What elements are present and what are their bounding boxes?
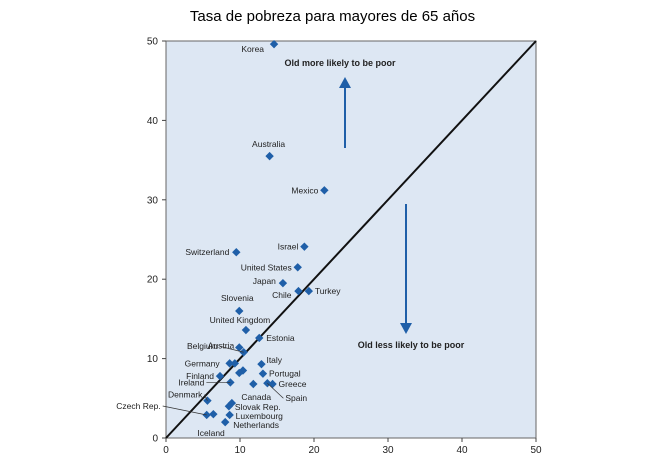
label-australia: Australia bbox=[252, 139, 285, 149]
label-switzerland: Switzerland bbox=[185, 247, 229, 257]
x-tick-label: 0 bbox=[163, 445, 169, 456]
annotation-old-less-likely: Old less likely to be poor bbox=[358, 340, 465, 350]
point-italy bbox=[257, 359, 266, 369]
point-mexico bbox=[320, 186, 329, 195]
point-united-kingdom bbox=[241, 325, 251, 335]
label-turkey: Turkey bbox=[315, 286, 341, 296]
point-netherlands bbox=[221, 417, 230, 427]
label-italy: Italy bbox=[266, 355, 282, 365]
data-points: Korea Australia Mexico Israel Switzerland Uni… bbox=[116, 39, 341, 438]
point-luxembourg bbox=[225, 410, 234, 420]
y-tick-label: 10 bbox=[147, 354, 159, 365]
point-korea bbox=[269, 39, 279, 49]
arrow-down-icon bbox=[400, 323, 412, 334]
label-united-kingdom: United Kingdom bbox=[210, 315, 270, 325]
point-turkey bbox=[304, 286, 314, 296]
y-tick-label: 20 bbox=[147, 275, 159, 286]
x-tick-label: 50 bbox=[530, 445, 542, 456]
point-chile bbox=[294, 286, 303, 296]
point-germany bbox=[225, 359, 234, 368]
point-switzerland bbox=[232, 248, 241, 257]
chart-title: Tasa de pobreza para mayores de 65 años bbox=[189, 8, 476, 25]
point-japan bbox=[278, 278, 288, 288]
leader-line-czech-rep bbox=[162, 405, 207, 416]
label-united-states: United States bbox=[241, 262, 292, 272]
label-finland: Finland bbox=[186, 371, 214, 381]
annotation-old-more-likely: Old more likely to be poor bbox=[284, 58, 396, 68]
point-australia bbox=[265, 151, 274, 161]
label-chile: Chile bbox=[272, 290, 292, 300]
label-portugal: Portugal bbox=[269, 369, 301, 379]
diagonal-line bbox=[165, 40, 537, 439]
arrow-up-icon bbox=[339, 77, 351, 88]
label-korea: Korea bbox=[241, 44, 264, 54]
label-mexico: Mexico bbox=[291, 185, 318, 195]
leader-line-denmark bbox=[204, 394, 208, 401]
label-germany: Germany bbox=[185, 358, 221, 368]
y-tick-label: 50 bbox=[147, 37, 159, 48]
point-portugal bbox=[258, 369, 268, 378]
x-tick-label: 10 bbox=[234, 445, 246, 456]
label-estonia: Estonia bbox=[266, 333, 295, 343]
point-unlabeled-29 bbox=[235, 368, 244, 378]
label-netherlands: Netherlands bbox=[233, 420, 279, 430]
point-united-states bbox=[293, 263, 302, 272]
label-israel: Israel bbox=[278, 242, 299, 252]
point-estonia bbox=[255, 333, 264, 343]
y-tick-label: 0 bbox=[152, 434, 158, 445]
x-tick-label: 20 bbox=[308, 445, 320, 456]
label-slovenia: Slovenia bbox=[221, 293, 254, 303]
label-canada: Canada bbox=[241, 392, 271, 402]
point-israel bbox=[300, 242, 309, 251]
label-czech-rep: Czech Rep. bbox=[116, 401, 160, 411]
leader-line-spain bbox=[267, 382, 284, 399]
label-greece: Greece bbox=[279, 379, 307, 389]
point-finland bbox=[215, 371, 225, 381]
point-austria bbox=[235, 343, 244, 352]
label-spain: Spain bbox=[285, 393, 307, 403]
label-slovak-rep: Slovak Rep. bbox=[235, 402, 281, 412]
label-japan: Japan bbox=[253, 276, 276, 286]
point-canada bbox=[249, 379, 258, 389]
label-iceland: Iceland bbox=[197, 428, 225, 438]
label-belgium: Belgium bbox=[187, 341, 218, 351]
label-luxembourg: Luxembourg bbox=[236, 411, 284, 421]
point-iceland bbox=[209, 409, 218, 419]
label-ireland: Ireland bbox=[178, 377, 204, 387]
x-tick-label: 40 bbox=[456, 445, 468, 456]
label-denmark: Denmark bbox=[168, 390, 203, 400]
label-austria: Austria bbox=[208, 340, 235, 350]
point-unlabeled-31 bbox=[227, 398, 237, 408]
point-unlabeled-30 bbox=[230, 359, 240, 368]
axes: 0 10 20 30 40 50 0 10 20 30 40 50 bbox=[147, 37, 542, 457]
y-tick-label: 40 bbox=[147, 116, 159, 127]
y-tick-label: 30 bbox=[147, 195, 159, 206]
x-tick-label: 30 bbox=[382, 445, 394, 456]
leader-line-belgium bbox=[219, 345, 244, 353]
point-slovenia bbox=[235, 306, 244, 316]
annotations: Old more likely to be poor Old less likel… bbox=[284, 58, 464, 350]
